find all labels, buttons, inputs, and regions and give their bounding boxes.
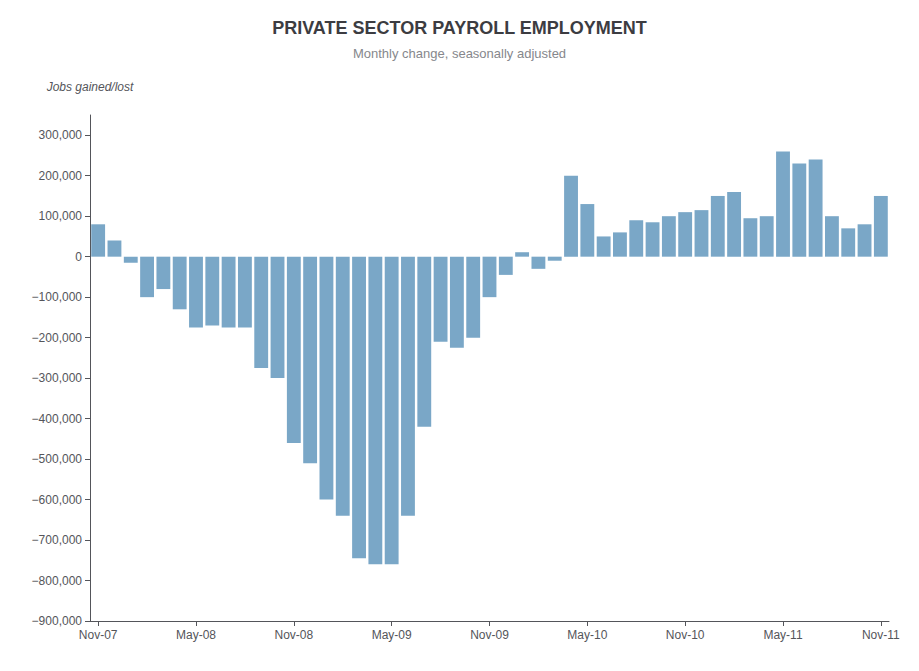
svg-text:Monthly change, seasonally adj: Monthly change, seasonally adjusted bbox=[353, 46, 566, 61]
svg-text:May-08: May-08 bbox=[176, 628, 216, 642]
svg-text:−200,000: −200,000 bbox=[32, 331, 83, 345]
svg-text:−700,000: −700,000 bbox=[32, 533, 83, 547]
svg-text:May-10: May-10 bbox=[567, 628, 607, 642]
svg-text:−900,000: −900,000 bbox=[32, 614, 83, 628]
svg-text:−400,000: −400,000 bbox=[32, 412, 83, 426]
svg-text:0: 0 bbox=[75, 250, 82, 264]
svg-text:−600,000: −600,000 bbox=[32, 493, 83, 507]
svg-text:300,000: 300,000 bbox=[39, 128, 83, 142]
svg-text:May-09: May-09 bbox=[372, 628, 412, 642]
svg-text:200,000: 200,000 bbox=[39, 169, 83, 183]
svg-text:Nov-11: Nov-11 bbox=[862, 628, 900, 642]
svg-text:Nov-07: Nov-07 bbox=[79, 628, 118, 642]
svg-text:PRIVATE SECTOR PAYROLL EMPLOYM: PRIVATE SECTOR PAYROLL EMPLOYMENT bbox=[272, 18, 647, 38]
svg-text:Nov-10: Nov-10 bbox=[666, 628, 705, 642]
svg-text:−800,000: −800,000 bbox=[32, 574, 83, 588]
svg-text:May-11: May-11 bbox=[763, 628, 802, 642]
svg-text:−300,000: −300,000 bbox=[32, 371, 83, 385]
svg-text:Jobs gained/lost: Jobs gained/lost bbox=[46, 80, 134, 94]
svg-text:Nov-08: Nov-08 bbox=[274, 628, 313, 642]
svg-text:−500,000: −500,000 bbox=[32, 452, 83, 466]
svg-text:Nov-09: Nov-09 bbox=[470, 628, 509, 642]
svg-text:100,000: 100,000 bbox=[39, 209, 83, 223]
svg-text:−100,000: −100,000 bbox=[32, 290, 83, 304]
